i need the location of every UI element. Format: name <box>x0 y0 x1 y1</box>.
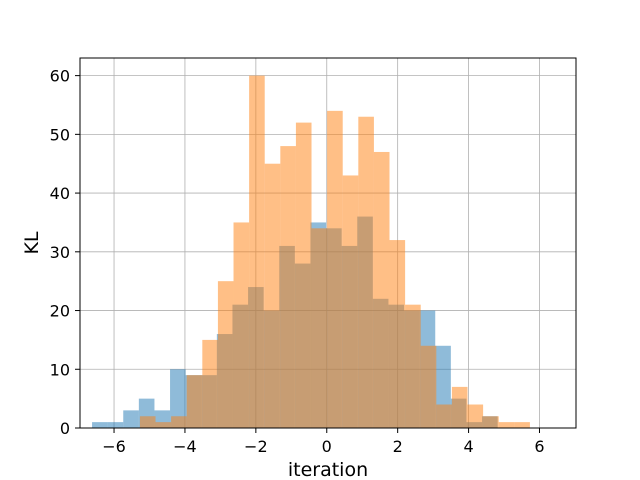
series-2-bar <box>342 175 359 428</box>
series-2-bar <box>186 375 203 428</box>
series-2-bar <box>139 416 156 428</box>
series-2-bar <box>467 404 484 428</box>
y-tick-label: 60 <box>50 67 70 86</box>
x-tick-label: 6 <box>534 437 544 456</box>
y-tick-label: 20 <box>50 302 70 321</box>
series-2-bar <box>327 110 343 428</box>
x-tick-label: −6 <box>102 437 126 456</box>
x-tick-label: 4 <box>463 437 473 456</box>
series-2-bar <box>436 404 452 428</box>
x-tick-label: 2 <box>393 437 403 456</box>
series-2-bar <box>373 151 390 428</box>
histogram-bars <box>92 75 530 428</box>
series-2-bar <box>451 386 468 428</box>
series-2-bar <box>295 122 312 428</box>
series-1-bar <box>123 410 139 428</box>
series-2-bar <box>264 163 281 428</box>
series-2-bar <box>358 116 374 428</box>
series-2-bar <box>405 304 421 428</box>
series-1-bar <box>92 422 108 428</box>
series-2-bar <box>514 422 530 428</box>
series-2-bar <box>483 416 499 428</box>
series-2-bar <box>249 75 265 428</box>
x-tick-label: −2 <box>244 437 268 456</box>
series-2-bar <box>389 240 406 428</box>
series-2-bar <box>217 281 234 428</box>
y-tick-label: 30 <box>50 243 70 262</box>
series-2-bar <box>280 146 296 428</box>
series-1-bar <box>170 369 186 428</box>
y-tick-label: 10 <box>50 360 70 379</box>
y-axis-label: KL <box>21 231 43 254</box>
x-tick-label: 0 <box>322 437 332 456</box>
series-2-bar <box>233 222 250 428</box>
series-2-bar <box>498 422 515 428</box>
y-tick-label: 50 <box>50 125 70 144</box>
x-axis-label: iteration <box>288 459 368 480</box>
series-2-bar <box>311 228 328 428</box>
y-tick-label: 40 <box>50 184 70 203</box>
axes-frame <box>79 57 577 429</box>
x-tick-label: −4 <box>173 437 197 456</box>
series-2-bar <box>171 416 187 428</box>
series-2-bar <box>155 422 172 428</box>
series-2-bar <box>202 339 218 428</box>
series-1-bar <box>107 422 124 428</box>
y-tick-label: 0 <box>60 419 70 438</box>
series-2-bar <box>420 345 437 428</box>
